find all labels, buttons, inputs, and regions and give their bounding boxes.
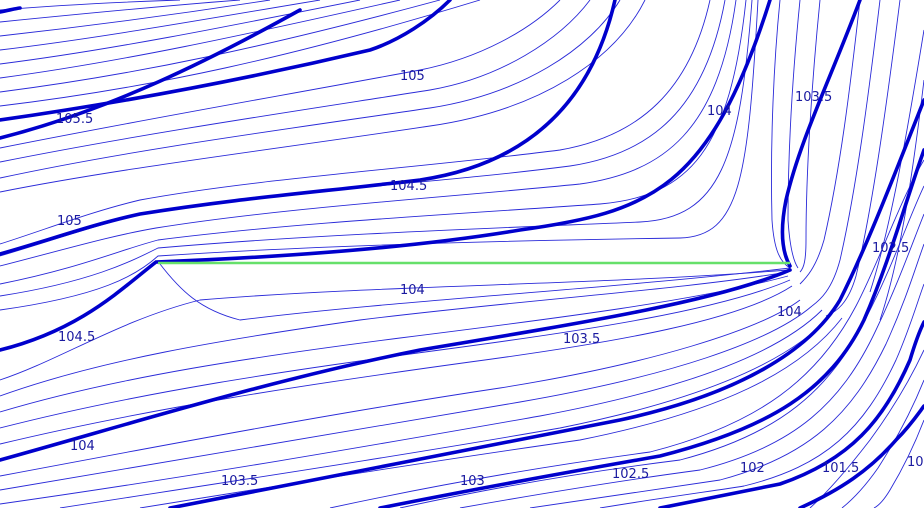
contour-label: 103.5 — [563, 332, 600, 347]
contour-label: 104 — [707, 104, 732, 119]
contour-label: 102.5 — [612, 467, 649, 482]
contour-label: 105 — [400, 69, 425, 84]
contour-label: 103.5 — [795, 90, 832, 105]
contour-label: 104 — [777, 305, 802, 320]
contour-label: 105 — [57, 214, 82, 229]
contour-label: 104.5 — [58, 330, 95, 345]
contour-label: 103 — [460, 474, 485, 489]
contour-label: 103.5 — [221, 474, 258, 489]
major-contours-upper-left — [0, 0, 772, 352]
contour-label: 10 — [907, 455, 924, 470]
contour-label: 102 — [740, 461, 765, 476]
contour-label: 104 — [70, 439, 95, 454]
contour-label: 102.5 — [872, 241, 909, 256]
contour-labels: 105.5 105 104 103.5 104.5 105 102.5 104 … — [56, 69, 924, 489]
contour-label: 104.5 — [390, 179, 427, 194]
contour-label: 101.5 — [822, 461, 859, 476]
contour-label: 105.5 — [56, 112, 93, 127]
contour-label: 104 — [400, 283, 425, 298]
